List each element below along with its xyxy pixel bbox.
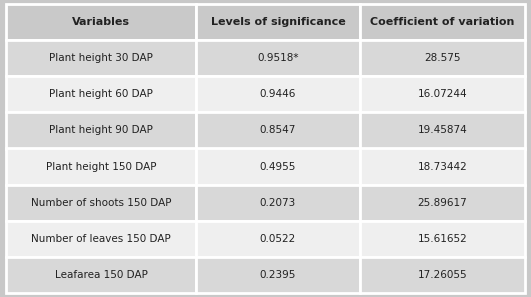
Bar (6, 76, 195, 112)
Bar (195, 148, 361, 185)
Bar (195, 4, 361, 40)
Bar (195, 76, 361, 112)
Bar (195, 40, 361, 76)
Bar (6, 112, 195, 148)
Bar (195, 257, 361, 293)
Text: 0.8547: 0.8547 (260, 125, 296, 135)
Text: Plant height 30 DAP: Plant height 30 DAP (49, 53, 153, 63)
Bar (361, 40, 525, 76)
Bar (361, 148, 525, 185)
Bar (6, 221, 195, 257)
Text: Plant height 60 DAP: Plant height 60 DAP (49, 89, 153, 99)
Text: 0.2395: 0.2395 (260, 270, 296, 280)
Bar (361, 4, 525, 40)
Text: 25.89617: 25.89617 (417, 198, 467, 208)
Bar (6, 4, 195, 40)
Text: Plant height 90 DAP: Plant height 90 DAP (49, 125, 153, 135)
Bar (6, 148, 195, 185)
Text: 0.9518*: 0.9518* (257, 53, 299, 63)
Bar (195, 112, 361, 148)
Bar (6, 257, 195, 293)
Text: 0.9446: 0.9446 (260, 89, 296, 99)
Text: Plant height 150 DAP: Plant height 150 DAP (46, 162, 156, 172)
Text: Coefficient of variation: Coefficient of variation (370, 17, 515, 27)
Text: Variables: Variables (72, 17, 130, 27)
Bar (361, 221, 525, 257)
Text: Number of shoots 150 DAP: Number of shoots 150 DAP (31, 198, 171, 208)
Bar (361, 112, 525, 148)
Text: Number of leaves 150 DAP: Number of leaves 150 DAP (31, 234, 171, 244)
Text: 28.575: 28.575 (424, 53, 461, 63)
Text: 0.0522: 0.0522 (260, 234, 296, 244)
Text: 16.07244: 16.07244 (418, 89, 467, 99)
Text: 0.4955: 0.4955 (260, 162, 296, 172)
Bar (6, 185, 195, 221)
Text: Levels of significance: Levels of significance (211, 17, 345, 27)
Text: 19.45874: 19.45874 (417, 125, 467, 135)
Text: 0.2073: 0.2073 (260, 198, 296, 208)
Text: 18.73442: 18.73442 (417, 162, 467, 172)
Text: 15.61652: 15.61652 (417, 234, 467, 244)
Bar (361, 257, 525, 293)
Text: Leafarea 150 DAP: Leafarea 150 DAP (55, 270, 148, 280)
Text: 17.26055: 17.26055 (418, 270, 467, 280)
Bar (361, 185, 525, 221)
Bar (6, 40, 195, 76)
Bar (361, 76, 525, 112)
Bar (195, 185, 361, 221)
Bar (195, 221, 361, 257)
